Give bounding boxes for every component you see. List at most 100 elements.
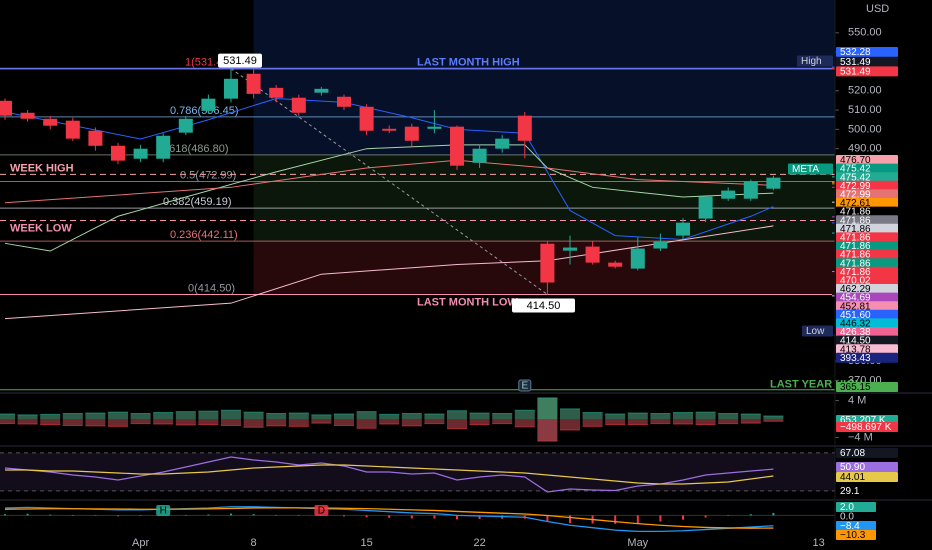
candle-body bbox=[653, 241, 668, 249]
candle-body bbox=[427, 126, 442, 129]
y-tick-label: 510.00 bbox=[848, 104, 882, 116]
rsi-label: 44.01 bbox=[840, 472, 865, 483]
rsi-label: 50.90 bbox=[840, 462, 865, 473]
candle-body bbox=[224, 78, 238, 99]
fib-trend bbox=[230, 68, 548, 295]
macd-label-box bbox=[836, 530, 876, 540]
price-label: 471.86 bbox=[840, 258, 871, 269]
fib-label: 1(531.49) bbox=[185, 56, 232, 68]
price-label-box bbox=[836, 172, 898, 183]
fib-zone bbox=[253, 0, 836, 155]
volume-label: −498.697 K bbox=[840, 422, 892, 433]
y-tick-label: 67.08 bbox=[840, 448, 865, 459]
level-label: LAST MONTH LOW bbox=[417, 296, 518, 308]
price-label: 414.50 bbox=[840, 336, 871, 347]
tag-box bbox=[788, 163, 833, 175]
volume-bar bbox=[62, 413, 83, 419]
histogram-bar bbox=[727, 515, 730, 516]
histogram-bar bbox=[704, 515, 707, 518]
signal-marker-box bbox=[314, 505, 329, 516]
candle-body bbox=[246, 73, 261, 94]
volume-bar bbox=[627, 419, 648, 425]
volume-bar bbox=[130, 413, 151, 419]
candle-body bbox=[608, 262, 623, 267]
volume-bar bbox=[17, 414, 38, 419]
volume-bar bbox=[695, 412, 716, 419]
y-tick-label: 500.00 bbox=[848, 123, 882, 135]
histogram-bar bbox=[94, 515, 97, 516]
tag: META bbox=[792, 164, 819, 175]
candle-body bbox=[450, 126, 464, 166]
rsi-band bbox=[0, 452, 835, 491]
tag: High bbox=[801, 56, 822, 67]
volume-bar bbox=[0, 413, 15, 419]
histogram-bar bbox=[456, 515, 458, 520]
price-label-box bbox=[836, 327, 898, 337]
candle-body bbox=[382, 128, 397, 131]
volume-bar bbox=[492, 413, 513, 419]
macd-label: −8.4 bbox=[840, 521, 860, 532]
rsi-line bbox=[4, 456, 774, 493]
volume-bar bbox=[334, 413, 354, 419]
volume-bar bbox=[763, 415, 784, 419]
histogram-bar bbox=[682, 515, 684, 520]
moving-average bbox=[4, 225, 774, 320]
volume-bar bbox=[175, 411, 196, 419]
tag: Low bbox=[806, 326, 825, 337]
volume-bar bbox=[401, 419, 422, 426]
fib-zone bbox=[253, 154, 836, 242]
candle-body bbox=[269, 87, 284, 98]
histogram-bar bbox=[252, 514, 255, 516]
price-label-box bbox=[836, 47, 898, 57]
rsi-label-box bbox=[836, 462, 898, 472]
histogram-bar bbox=[71, 515, 74, 516]
histogram-bar bbox=[614, 515, 617, 524]
volume-bar bbox=[469, 419, 490, 425]
volume-bar bbox=[266, 419, 287, 426]
volume-bar bbox=[447, 410, 467, 419]
price-label: 462.29 bbox=[840, 284, 871, 295]
macd-label-box bbox=[836, 521, 876, 531]
level-label: WEEK LOW bbox=[10, 222, 72, 234]
histogram-bar bbox=[117, 515, 119, 517]
price-label: 475.42 bbox=[840, 172, 871, 183]
y-tick-label-box bbox=[836, 447, 898, 458]
histogram-bar bbox=[433, 515, 436, 519]
volume-bar bbox=[673, 412, 693, 419]
price-label-box bbox=[836, 292, 898, 303]
volume-bar bbox=[108, 412, 128, 419]
histogram-bar bbox=[297, 515, 300, 516]
candle-body bbox=[156, 135, 171, 159]
price-label-box bbox=[836, 56, 898, 67]
price-label-box bbox=[836, 352, 898, 363]
price-label: 471.86 bbox=[840, 241, 871, 252]
histogram-bar bbox=[343, 515, 345, 517]
candle-body bbox=[676, 222, 690, 236]
price-label-box bbox=[836, 309, 898, 320]
rsi-line bbox=[5, 464, 774, 485]
volume-bar bbox=[175, 419, 196, 425]
candle-body bbox=[517, 115, 532, 141]
callout-label: 531.49 bbox=[223, 55, 257, 67]
price-label-box bbox=[836, 318, 898, 329]
candle-body bbox=[65, 120, 80, 139]
price-label: 472.61 bbox=[840, 198, 871, 209]
volume-bar bbox=[447, 419, 467, 429]
y-tick-label: 4 M bbox=[848, 395, 866, 407]
price-label: 413.78 bbox=[840, 344, 871, 355]
signal-marker-box bbox=[156, 505, 171, 516]
price-label-box bbox=[836, 249, 898, 260]
volume-bar bbox=[334, 419, 354, 426]
candle-body bbox=[630, 248, 645, 269]
volume-bar bbox=[673, 419, 693, 425]
callout-label: 414.50 bbox=[527, 300, 561, 312]
price-label: 471.86 bbox=[840, 250, 871, 261]
price-label: 475.42 bbox=[840, 164, 871, 175]
candle-body bbox=[585, 246, 600, 263]
price-label: 471.86 bbox=[840, 215, 871, 226]
volume-bar bbox=[153, 419, 174, 425]
price-label-box bbox=[836, 180, 898, 191]
price-label: 470.02 bbox=[840, 276, 871, 287]
